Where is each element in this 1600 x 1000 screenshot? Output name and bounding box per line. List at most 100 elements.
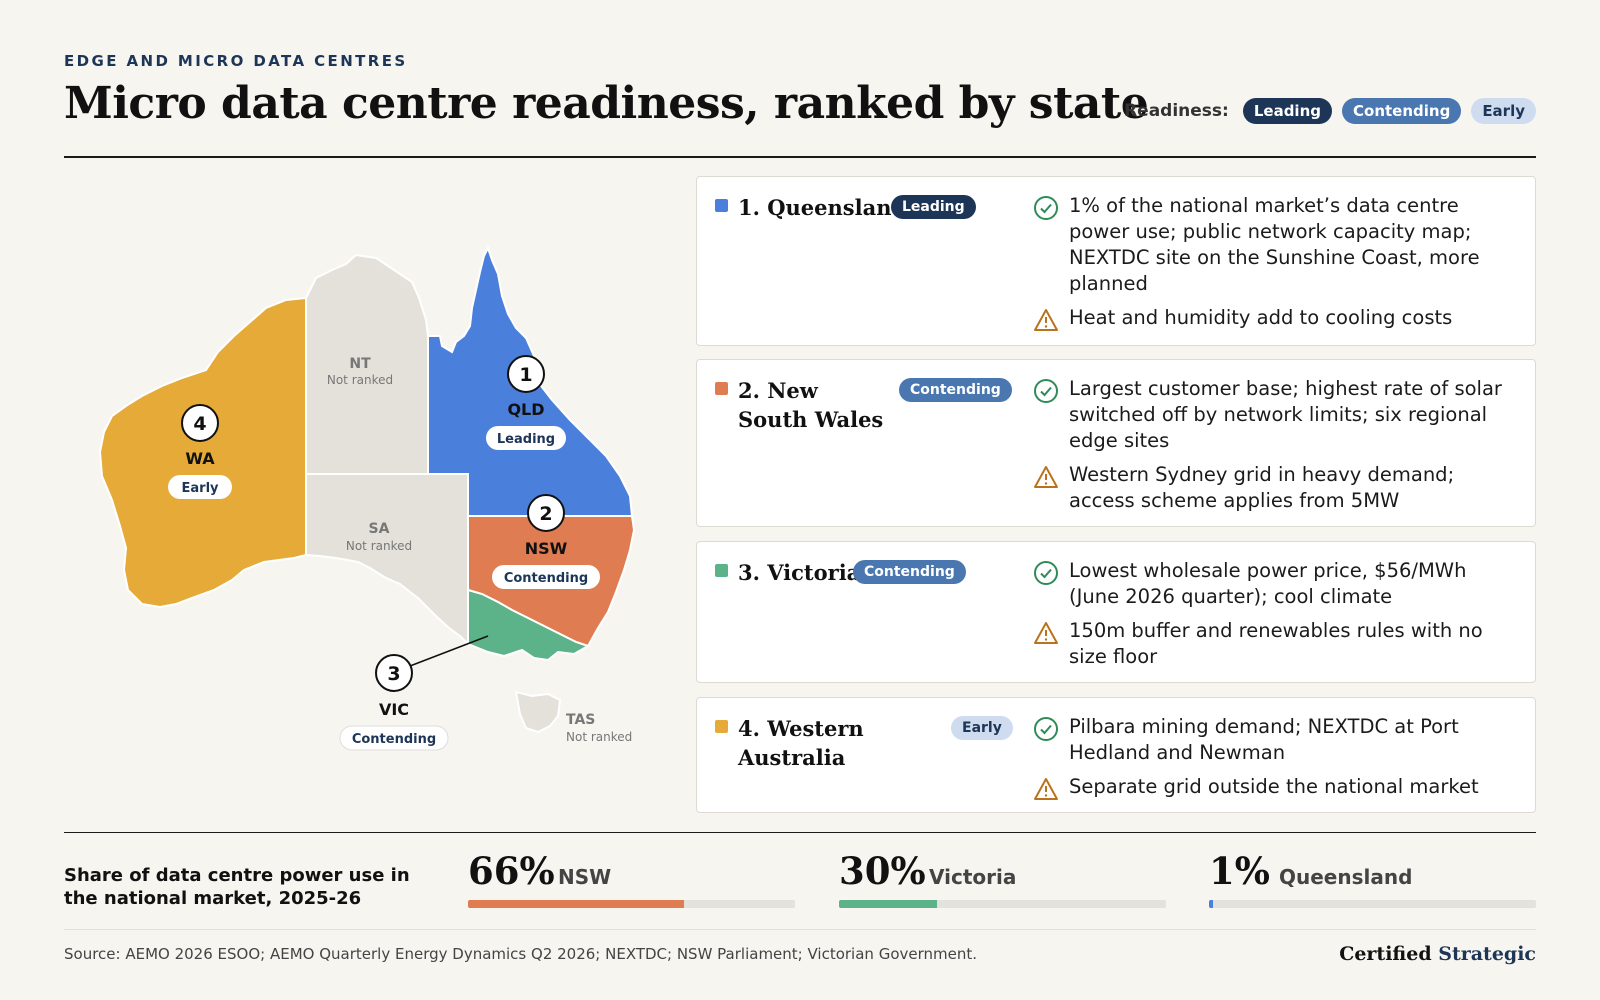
con-text: 150m buffer and renewables rules with no… bbox=[1069, 619, 1483, 668]
warning-icon bbox=[1034, 309, 1058, 331]
legend-label: Readiness: bbox=[1124, 101, 1229, 121]
con-text: Heat and humidity add to cooling costs bbox=[1069, 306, 1453, 329]
qld-marker: 1 QLD Leading bbox=[486, 355, 566, 450]
share-bar-track bbox=[1209, 900, 1536, 908]
share-bar-track bbox=[468, 900, 795, 908]
vic-rank: 3 bbox=[387, 663, 400, 685]
card-western-australia: 4. Western Australia Early Pilbara minin… bbox=[696, 697, 1536, 813]
card-points: 1% of the national market’s data centre … bbox=[1033, 193, 1517, 339]
wa-swatch bbox=[715, 720, 728, 733]
vic-swatch bbox=[715, 564, 728, 577]
brand-logo: Certified Strategic bbox=[1339, 943, 1536, 965]
brand-word-2: Strategic bbox=[1438, 943, 1536, 965]
vic-leader-line bbox=[409, 635, 489, 667]
header-divider bbox=[64, 156, 1536, 158]
qld-status: Leading bbox=[497, 432, 555, 447]
australia-map: NT Not ranked SA Not ranked TAS Not rank… bbox=[64, 200, 684, 800]
card-new-south-wales: 2. New South Wales Contending Largest cu… bbox=[696, 359, 1536, 527]
card-points: Lowest wholesale power price, $56/MWh (J… bbox=[1033, 558, 1517, 678]
share-label: Share of data centre power use in the na… bbox=[64, 865, 410, 909]
wa-marker: 4 WA Early bbox=[168, 404, 232, 499]
nsw-abbr: NSW bbox=[525, 539, 568, 558]
share-bar-fill bbox=[1209, 900, 1213, 908]
con-point: Separate grid outside the national marke… bbox=[1033, 774, 1517, 800]
stat-value: 66% bbox=[468, 849, 555, 893]
eyebrow: EDGE AND MICRO DATA CENTRES bbox=[64, 52, 408, 70]
con-point: 150m buffer and renewables rules with no… bbox=[1033, 618, 1517, 670]
qld-status-pill bbox=[486, 426, 566, 450]
card-queensland: 1. Queensland Leading 1% of the national… bbox=[696, 176, 1536, 346]
stat-value: 30% bbox=[839, 849, 926, 893]
vic-status: Contending bbox=[352, 732, 436, 747]
vic-status-pill bbox=[339, 725, 449, 751]
check-icon bbox=[1034, 561, 1058, 585]
pro-point: Lowest wholesale power price, $56/MWh (J… bbox=[1033, 558, 1517, 610]
card-title: 1. Queensland bbox=[738, 195, 907, 220]
qld-swatch bbox=[715, 199, 728, 212]
card-victoria: 3. Victoria Contending Lowest wholesale … bbox=[696, 541, 1536, 683]
nsw-rank: 2 bbox=[539, 503, 552, 525]
nsw-status: Contending bbox=[504, 571, 588, 586]
card-status-pill: Early bbox=[951, 716, 1013, 740]
card-status-pill: Leading bbox=[891, 195, 976, 219]
con-point: Western Sydney grid in heavy demand; acc… bbox=[1033, 462, 1517, 514]
tas-status: Not ranked bbox=[566, 730, 632, 744]
card-status-pill: Contending bbox=[899, 378, 1012, 402]
share-bar-fill bbox=[839, 900, 938, 908]
source-note: Source: AEMO 2026 ESOO; AEMO Quarterly E… bbox=[64, 945, 978, 963]
vic-rank-circle bbox=[375, 654, 413, 692]
legend-leading: Leading bbox=[1242, 98, 1332, 124]
readiness-legend: Readiness: Leading Contending Early bbox=[1124, 98, 1536, 124]
wa-status-pill bbox=[168, 475, 232, 499]
pro-point: 1% of the national market’s data centre … bbox=[1033, 193, 1517, 297]
vic-abbr: VIC bbox=[379, 700, 409, 719]
wa-rank-circle bbox=[181, 404, 219, 442]
state-sa bbox=[305, 473, 469, 647]
pro-text: 1% of the national market’s data centre … bbox=[1069, 194, 1480, 295]
warning-icon bbox=[1034, 466, 1058, 488]
stat-value: 1% bbox=[1209, 849, 1270, 893]
share-bar-fill bbox=[468, 900, 684, 908]
state-wa bbox=[98, 296, 307, 609]
card-title: 2. New South Wales bbox=[738, 378, 884, 432]
nsw-rank-circle bbox=[527, 494, 565, 532]
wa-rank: 4 bbox=[193, 413, 206, 435]
share-bar-track bbox=[839, 900, 1166, 908]
pro-point: Pilbara mining demand; NEXTDC at Port He… bbox=[1033, 714, 1517, 766]
share-divider bbox=[64, 832, 1536, 833]
footer-divider bbox=[64, 929, 1536, 930]
check-icon bbox=[1034, 717, 1058, 741]
state-vic bbox=[467, 588, 591, 662]
card-points: Largest customer base; highest rate of s… bbox=[1033, 376, 1517, 522]
australia-map-svg: NT Not ranked SA Not ranked TAS Not rank… bbox=[98, 245, 636, 751]
check-icon bbox=[1034, 379, 1058, 403]
legend-contending: Contending bbox=[1342, 98, 1462, 124]
vic-marker: 3 VIC Contending bbox=[339, 635, 489, 751]
warning-icon bbox=[1034, 778, 1058, 800]
con-text: Western Sydney grid in heavy demand; acc… bbox=[1069, 463, 1455, 512]
card-points: Pilbara mining demand; NEXTDC at Port He… bbox=[1033, 714, 1517, 808]
card-title: 4. Western Australia bbox=[738, 716, 864, 770]
pro-point: Largest customer base; highest rate of s… bbox=[1033, 376, 1517, 454]
qld-rank: 1 bbox=[519, 364, 532, 386]
brand-word-1: Certified bbox=[1339, 943, 1432, 965]
stat-name: NSW bbox=[558, 865, 612, 889]
con-text: Separate grid outside the national marke… bbox=[1069, 775, 1479, 798]
nsw-swatch bbox=[715, 382, 728, 395]
nsw-marker: 2 NSW Contending bbox=[492, 494, 600, 589]
page-title: Micro data centre readiness, ranked by s… bbox=[64, 78, 1149, 129]
pro-text: Lowest wholesale power price, $56/MWh (J… bbox=[1069, 559, 1467, 608]
tas-label: TAS bbox=[566, 712, 595, 728]
qld-abbr: QLD bbox=[507, 400, 544, 419]
check-icon bbox=[1034, 196, 1058, 220]
wa-abbr: WA bbox=[185, 449, 215, 468]
qld-rank-circle bbox=[507, 355, 545, 393]
wa-status: Early bbox=[182, 481, 220, 496]
sa-label: SA bbox=[369, 521, 390, 537]
stat-name: Queensland bbox=[1279, 865, 1413, 889]
card-status-pill: Contending bbox=[853, 560, 966, 584]
card-title: 3. Victoria bbox=[738, 560, 861, 585]
nt-label: NT bbox=[349, 356, 371, 372]
pro-text: Largest customer base; highest rate of s… bbox=[1069, 377, 1502, 452]
warning-icon bbox=[1034, 622, 1058, 644]
